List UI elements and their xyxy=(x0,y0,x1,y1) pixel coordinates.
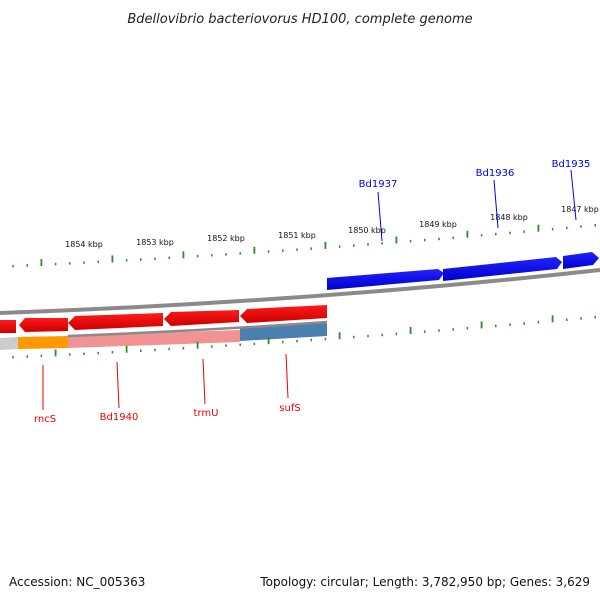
tick-label-1850: 1850 kbp xyxy=(348,226,386,235)
genome-summary: Topology: circular; Length: 3,782,950 bp… xyxy=(259,575,590,589)
genome-title: Bdellovibrio bacteriovorus HD100, comple… xyxy=(127,12,472,27)
gene-Bd1935-arrow[interactable] xyxy=(563,252,599,269)
reverse-gene-labels: rncS Bd1940 trmU sufS xyxy=(34,353,301,425)
gene-Bd1937-arrow[interactable] xyxy=(327,269,444,290)
gene-label-Bd1935[interactable]: Bd1935 xyxy=(552,159,591,170)
accession-label: Accession: NC_005363 xyxy=(9,575,145,589)
gene-Bd1940-leader xyxy=(116,361,120,409)
gene-trmU-leader xyxy=(202,358,206,405)
tick-label-1852: 1852 kbp xyxy=(207,234,245,243)
band-left-grey xyxy=(0,337,18,350)
gene-rncS-arrow[interactable] xyxy=(0,320,16,333)
gene-Bd1940-arrow[interactable] xyxy=(19,318,68,332)
gene-label-trmU[interactable]: trmU xyxy=(194,408,219,419)
tick-label-1854: 1854 kbp xyxy=(65,240,103,249)
gene-sufS-leader xyxy=(285,353,289,399)
gene-label-Bd1937[interactable]: Bd1937 xyxy=(359,179,398,190)
gene-Bd1937-leader xyxy=(377,191,383,242)
tick-label-1847: 1847 kbp xyxy=(561,205,599,214)
forward-gene-labels: Bd1937 Bd1936 Bd1935 xyxy=(359,159,591,242)
gene-Bd1940b-arrow[interactable] xyxy=(68,313,163,330)
upper-ruler: 1854 kbp 1853 kbp 1852 kbp 1851 kbp 1850… xyxy=(12,205,599,268)
gene-Bd1936-leader xyxy=(493,179,499,229)
forward-strand xyxy=(327,252,599,290)
gene-Bd1935-leader xyxy=(570,169,577,221)
gene-label-Bd1936[interactable]: Bd1936 xyxy=(476,168,515,179)
gene-Bd1936-arrow[interactable] xyxy=(443,257,562,281)
reverse-backbone xyxy=(67,320,328,338)
gene-trmU-arrow[interactable] xyxy=(164,310,239,326)
reverse-strand xyxy=(0,305,327,333)
tick-label-1851: 1851 kbp xyxy=(278,231,316,240)
gene-label-sufS[interactable]: sufS xyxy=(279,403,300,414)
gene-label-Bd1940[interactable]: Bd1940 xyxy=(100,412,139,423)
band-rncS xyxy=(18,336,68,349)
gene-sufS-arrow[interactable] xyxy=(240,305,327,323)
forward-backbone xyxy=(0,268,600,315)
tick-label-1848: 1848 kbp xyxy=(490,213,528,222)
ruler-tick-labels: 1854 kbp 1853 kbp 1852 kbp 1851 kbp 1850… xyxy=(65,205,599,249)
gene-label-rncS[interactable]: rncS xyxy=(34,414,56,425)
tick-label-1853: 1853 kbp xyxy=(136,238,174,247)
tick-label-1849: 1849 kbp xyxy=(419,220,457,229)
lower-ruler xyxy=(12,315,596,359)
